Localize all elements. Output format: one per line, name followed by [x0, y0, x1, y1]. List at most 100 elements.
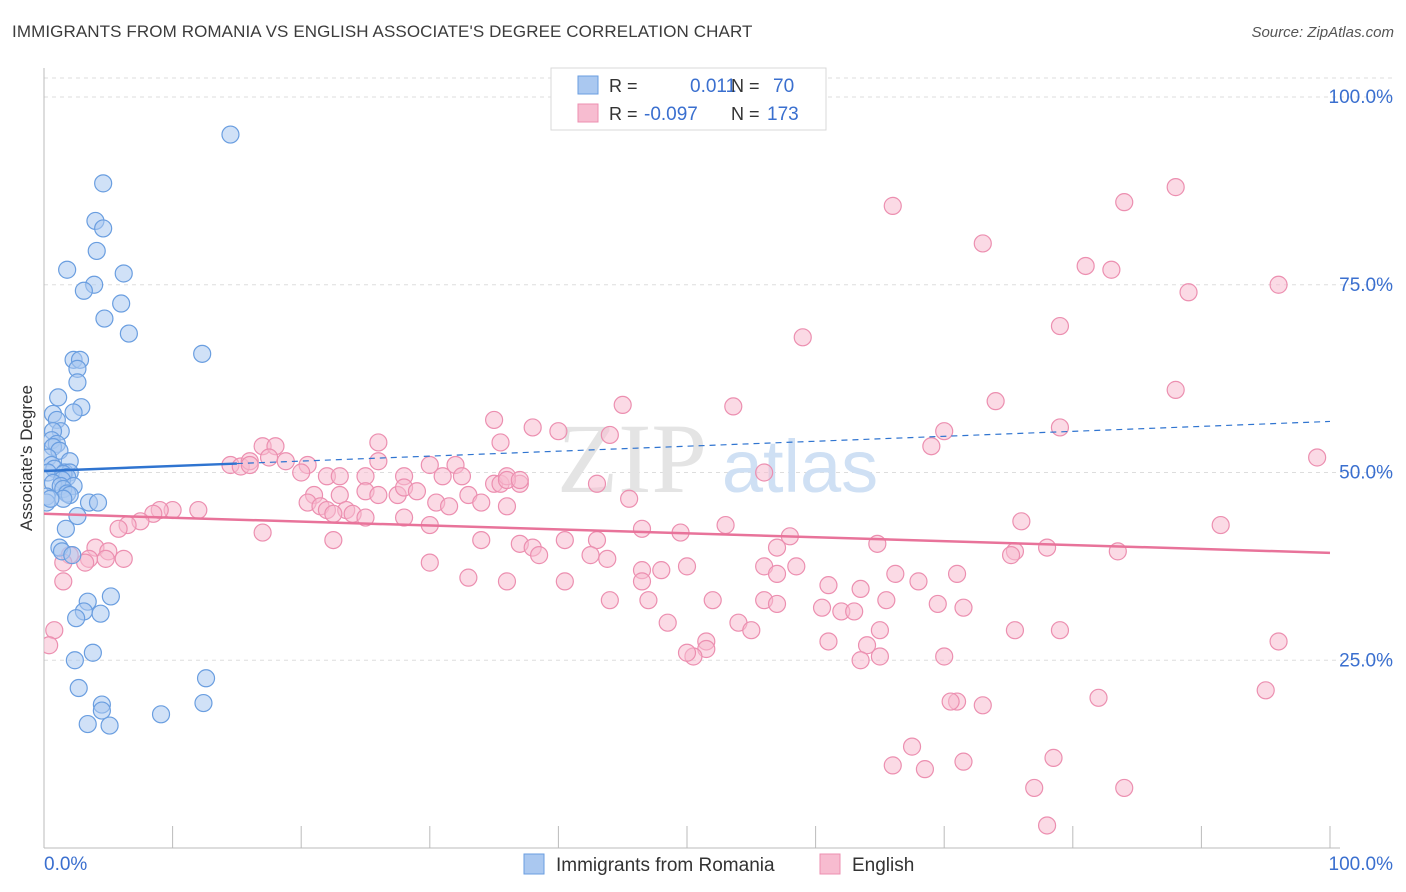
english-point: [420, 553, 439, 572]
legend-r-label-english: R =: [609, 104, 638, 124]
english-point: [935, 647, 954, 666]
english-point: [973, 696, 992, 715]
english-point: [581, 546, 600, 565]
romania-point: [63, 546, 82, 565]
english-trend: [43, 512, 1331, 555]
english-point: [677, 643, 697, 662]
english-point: [793, 328, 812, 347]
english-point: [883, 756, 902, 775]
legend-n-label-english: N =: [731, 104, 760, 124]
english-point: [1012, 512, 1031, 531]
x-tick-label-max: 100.0%: [1329, 854, 1394, 875]
legend-swatch-english: [577, 103, 599, 123]
english-point: [420, 455, 439, 475]
english-point: [851, 651, 870, 670]
english-point: [109, 519, 128, 538]
english-point: [324, 504, 343, 523]
english-point: [1166, 380, 1185, 399]
english-point: [1269, 275, 1288, 294]
english-point: [369, 452, 388, 471]
legend-r-value-romania: 0.011: [690, 76, 736, 97]
english-point: [632, 519, 652, 538]
english-point: [1089, 688, 1108, 707]
english-point: [324, 530, 343, 550]
english-point: [1050, 418, 1070, 437]
english-point: [491, 433, 510, 452]
romania-point: [65, 651, 84, 670]
romania-trend-solid: [43, 462, 237, 473]
y-axis-label: Associate's Degree: [17, 385, 36, 531]
english-point: [433, 467, 452, 486]
romania-point: [100, 716, 119, 735]
gridlines: [44, 77, 1394, 661]
english-point: [530, 546, 549, 565]
english-point: [632, 572, 652, 591]
bottom-legend-swatch-english: [819, 853, 841, 875]
english-point: [716, 515, 735, 535]
english-point: [755, 463, 774, 482]
english-point: [845, 602, 864, 621]
english-point: [954, 752, 973, 771]
english-point: [240, 455, 259, 475]
series-legend: Immigrants from Romania English: [523, 853, 914, 876]
bottom-legend-label-english: English: [852, 855, 914, 876]
romania-point: [94, 219, 113, 238]
legend-n-value-english: 173: [767, 104, 799, 125]
y-tick-label: 75.0%: [1339, 275, 1393, 296]
english-point: [724, 397, 743, 416]
legend-swatch-romania: [577, 75, 599, 95]
english-point: [742, 621, 761, 640]
romania-point: [193, 344, 212, 363]
bottom-legend-swatch-romania: [523, 853, 545, 875]
english-point: [1166, 178, 1185, 197]
english-point: [767, 538, 787, 557]
english-point: [555, 530, 574, 550]
romania-point: [119, 324, 138, 343]
romania-point: [68, 373, 87, 392]
legend-n-value-romania: 70: [773, 76, 794, 97]
tick-labels: 25.0% 50.0% 75.0% 100.0% 0.0% 100.0%: [44, 87, 1393, 875]
english-point: [886, 564, 905, 583]
trend-lines: [43, 420, 1331, 555]
english-point: [1269, 632, 1288, 651]
romania-point: [88, 493, 108, 512]
english-point: [941, 692, 960, 711]
english-point: [986, 392, 1005, 411]
english-point: [870, 621, 890, 640]
english-point: [189, 500, 208, 520]
english-point: [330, 467, 349, 486]
english-point: [1308, 448, 1327, 467]
english-point: [1044, 748, 1063, 767]
english-point: [767, 564, 787, 583]
english-point: [1025, 778, 1044, 798]
english-point: [812, 598, 832, 617]
english-point: [928, 594, 947, 614]
english-point: [369, 485, 388, 505]
english-point: [523, 418, 542, 437]
english-point: [1115, 193, 1134, 212]
english-point: [915, 760, 935, 779]
x-tick-label-min: 0.0%: [44, 854, 87, 875]
english-point: [922, 437, 941, 456]
romania-point: [94, 174, 113, 193]
legend-n-label-romania: N =: [731, 76, 760, 96]
romania-points: [44, 125, 240, 735]
legend-r-label-romania: R =: [609, 76, 638, 96]
romania-point: [112, 294, 131, 313]
y-tick-label: 25.0%: [1339, 650, 1393, 671]
zipatlas-watermark: ZIP atlas: [557, 403, 878, 514]
romania-point: [95, 309, 114, 328]
english-point: [292, 463, 311, 482]
romania-point: [56, 519, 75, 538]
english-point: [54, 572, 73, 591]
english-point: [902, 737, 922, 756]
romania-point: [221, 125, 240, 144]
english-point: [1001, 546, 1021, 565]
english-point: [851, 579, 870, 599]
english-point: [549, 422, 568, 441]
english-point: [96, 549, 115, 568]
english-point: [598, 549, 617, 568]
english-point: [439, 497, 459, 516]
english-point: [935, 422, 954, 441]
